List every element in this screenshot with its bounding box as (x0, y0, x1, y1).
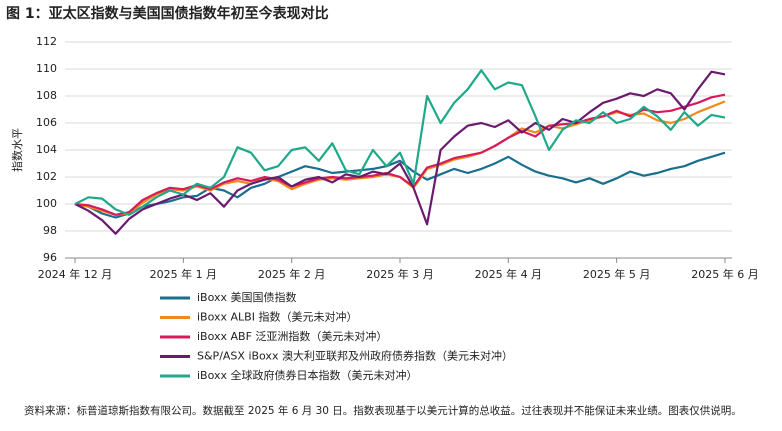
y-tick-label: 106 (36, 116, 57, 129)
legend-label: iBoxx ALBI 指数（美元未对冲） (197, 310, 357, 324)
y-tick-label: 102 (36, 170, 57, 183)
x-tick-label: 2024 年 12 月 (38, 267, 112, 281)
legend-label: iBoxx ABF 泛亚洲指数（美元未对冲） (197, 329, 387, 343)
series-line (74, 93, 726, 216)
legend-label: S&P/ASX iBoxx 澳大利亚联邦及州政府债券指数（美元未对冲） (197, 349, 513, 363)
x-tick-label: 2025 年 6 月 (691, 267, 758, 281)
x-tick-label: 2025 年 1 月 (150, 267, 217, 281)
x-tick-label: 2025 年 2 月 (258, 267, 325, 281)
y-tick-label: 96 (43, 251, 57, 264)
x-tick-label: 2025 年 3 月 (366, 267, 433, 281)
y-tick-label: 112 (36, 35, 57, 48)
x-tick-label: 2025 年 5 月 (583, 267, 650, 281)
y-tick-label: 110 (36, 62, 57, 75)
series-line (74, 69, 726, 216)
y-axis-label: 指数水平 (10, 128, 24, 172)
y-tick-label: 100 (36, 197, 57, 210)
legend-label: iBoxx 全球政府债券日本指数（美元未对冲） (197, 368, 418, 382)
y-tick-label: 104 (36, 143, 57, 156)
y-tick-label: 98 (43, 224, 57, 237)
chart-title: 图 1：亚太区指数与美国国债指数年初至今表现对比 (6, 5, 329, 22)
source-note: 资料来源：标普道琼斯指数有限公司。数据截至 2025 年 6 月 30 日。指数… (24, 404, 742, 417)
legend-label: iBoxx 美国国债指数 (197, 290, 297, 304)
series-line (74, 151, 726, 219)
x-tick-label: 2025 年 4 月 (475, 267, 542, 281)
y-tick-label: 108 (36, 89, 57, 102)
